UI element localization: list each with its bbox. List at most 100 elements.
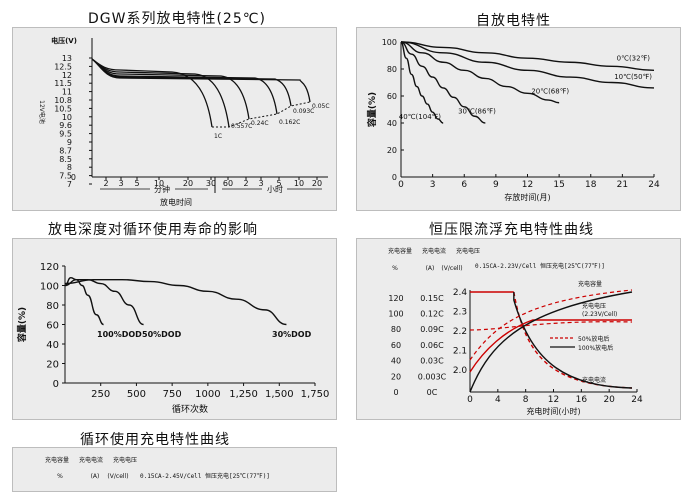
float-title: 恒压限流浮充电特性曲线 (429, 222, 594, 238)
float-current-tick: 0.15C (420, 294, 444, 303)
discharge-y-tick: 7.5 (59, 172, 72, 181)
float-current-tick: 0.03C (420, 357, 444, 366)
discharge-curve (91, 58, 311, 103)
float-current-tick: 0.12C (420, 310, 444, 319)
cycle-unit-label: (A) (91, 473, 100, 480)
discharge-x-tick: 20 (312, 179, 322, 188)
dod-y-tick: 60 (46, 321, 59, 332)
dod-ylabel: 容量(%) (16, 307, 28, 343)
discharge-y-tick: 9 (67, 138, 72, 147)
float-x-tick: 20 (603, 395, 615, 405)
float-pct-tick: 80 (391, 325, 401, 334)
cycle-header-label: 充电容量 (45, 456, 69, 464)
discharge-y-tick: 8.5 (59, 155, 72, 164)
dod-x-tick: 1000 (195, 389, 220, 400)
cycle-header-label: 充电电压 (113, 456, 137, 464)
self-series-line (400, 41, 655, 72)
dod-series-line (64, 278, 287, 326)
float-pct-tick: 20 (391, 372, 401, 381)
self-x-tick: 3 (430, 180, 436, 190)
discharge-xlabel: 放电时间 (160, 197, 192, 207)
discharge-series-label: 0.24C (251, 120, 269, 127)
self-x-tick: 21 (617, 180, 628, 190)
dod-x-tick: 1,250 (229, 389, 258, 400)
float-voltage-tick: 2.2 (453, 327, 467, 337)
dod-series-label: 100%DOD (97, 330, 142, 339)
cycle-unit-label: (V/cell) (107, 473, 128, 480)
discharge-x-tick: 20 (183, 179, 193, 188)
dod-y-tick: 80 (46, 301, 59, 312)
float-header-label: 充电容量 (388, 247, 412, 255)
discharge-panel (12, 27, 337, 211)
dod-xlabel: 循环次数 (172, 403, 208, 415)
dod-panel (12, 238, 337, 420)
float-legend-label: 100%放电后 (578, 344, 613, 352)
discharge-title: DGW系列放电特性(25℃) (88, 11, 266, 27)
float-pct-tick: 120 (388, 294, 403, 303)
discharge-series-label: 0.162C (279, 119, 300, 126)
discharge-x-unit-left: 分钟 (154, 184, 170, 194)
float-header-label: 充电电流 (422, 247, 446, 255)
float-xlabel: 充电时间(小时) (526, 406, 580, 416)
float-annotation: 充电电压 (582, 302, 606, 310)
cycle-unit-label: % (57, 473, 63, 480)
float-voltage-tick: 2.1 (453, 347, 467, 357)
discharge-y-tick: 9.5 (59, 130, 72, 139)
dod-x-tick: 1,500 (265, 389, 294, 400)
self-series-line (400, 41, 444, 124)
dod-y-tick: 0 (53, 379, 59, 390)
discharge-endpoint-line (212, 101, 311, 128)
float-voltage-tick: 2.4 (453, 288, 468, 298)
discharge-y-tick: 10 (62, 113, 72, 122)
float-voltage-tick: 2.0 (453, 366, 468, 376)
dod-y-tick: 100 (40, 282, 59, 293)
discharge-x-tick: 2 (103, 179, 108, 188)
float-annotation: 充电电流 (582, 376, 606, 384)
self-y-tick: 40 (387, 119, 397, 128)
self-x-tick: 9 (493, 180, 499, 190)
discharge-y-tick: 0 (71, 173, 76, 182)
cycle-title: 循环使用充电特性曲线 (80, 432, 230, 448)
discharge-y-tick: 10.5 (54, 104, 72, 113)
discharge-series-label: 1C (214, 133, 222, 140)
self-series-label: 10℃(50℉) (614, 73, 652, 81)
discharge-y-tick: 11 (62, 88, 72, 97)
discharge-curve (91, 58, 278, 115)
float-voltage-curve (469, 319, 632, 373)
dod-x-tick: 500 (127, 389, 146, 400)
discharge-y-tick: 8.7 (59, 146, 72, 155)
float-pct-tick: 40 (391, 357, 401, 366)
self-xlabel: 存放时间(月) (504, 192, 550, 202)
float-x-tick: 24 (631, 395, 643, 405)
cycle-condition: 0.15CA-2.45V/Cell 恒压充电[25℃(77℉)] (140, 472, 270, 480)
discharge-ylabel: 电压(V) (51, 36, 77, 45)
discharge-x-tick: 5 (134, 179, 139, 188)
discharge-series-label: 0.05C (312, 103, 330, 110)
self-y-tick: 0 (392, 173, 397, 182)
float-unit-label: % (392, 265, 398, 272)
float-current-tick: 0.003C (418, 372, 447, 381)
dod-y-tick: 120 (40, 262, 59, 273)
float-pct-tick: 0 (393, 388, 398, 397)
discharge-y-tick: 13 (62, 54, 72, 63)
dod-y-tick: 20 (46, 360, 59, 371)
self-x-tick: 15 (553, 180, 564, 190)
float-legend-label: 50%放电后 (578, 335, 609, 343)
float-capacity-curve-50 (469, 289, 633, 361)
self-y-tick: 60 (387, 92, 397, 101)
self-y-tick: 100 (382, 38, 397, 47)
self-series-label: 0℃(32℉) (617, 54, 651, 62)
float-current-tick: 0.09C (420, 325, 444, 334)
discharge-x-tick: 10 (154, 179, 164, 188)
dod-x-tick: 250 (91, 389, 110, 400)
dod-series-label: 30%DOD (272, 330, 312, 339)
float-voltage-tick: 2.3 (453, 308, 467, 318)
dod-title: 放电深度对循环使用寿命的影响 (48, 222, 258, 238)
self-y-tick: 80 (387, 65, 397, 74)
float-unit-label: (V/cell) (441, 265, 462, 272)
self-x-tick: 0 (398, 180, 404, 190)
dod-series-line (64, 276, 104, 326)
dod-series-line (64, 278, 144, 326)
self-series-label: 40℃(104℉) (399, 113, 442, 121)
float-condition: 0.15CA-2.23V/Cell 恒压充电[25℃(77℉)] (475, 262, 605, 270)
